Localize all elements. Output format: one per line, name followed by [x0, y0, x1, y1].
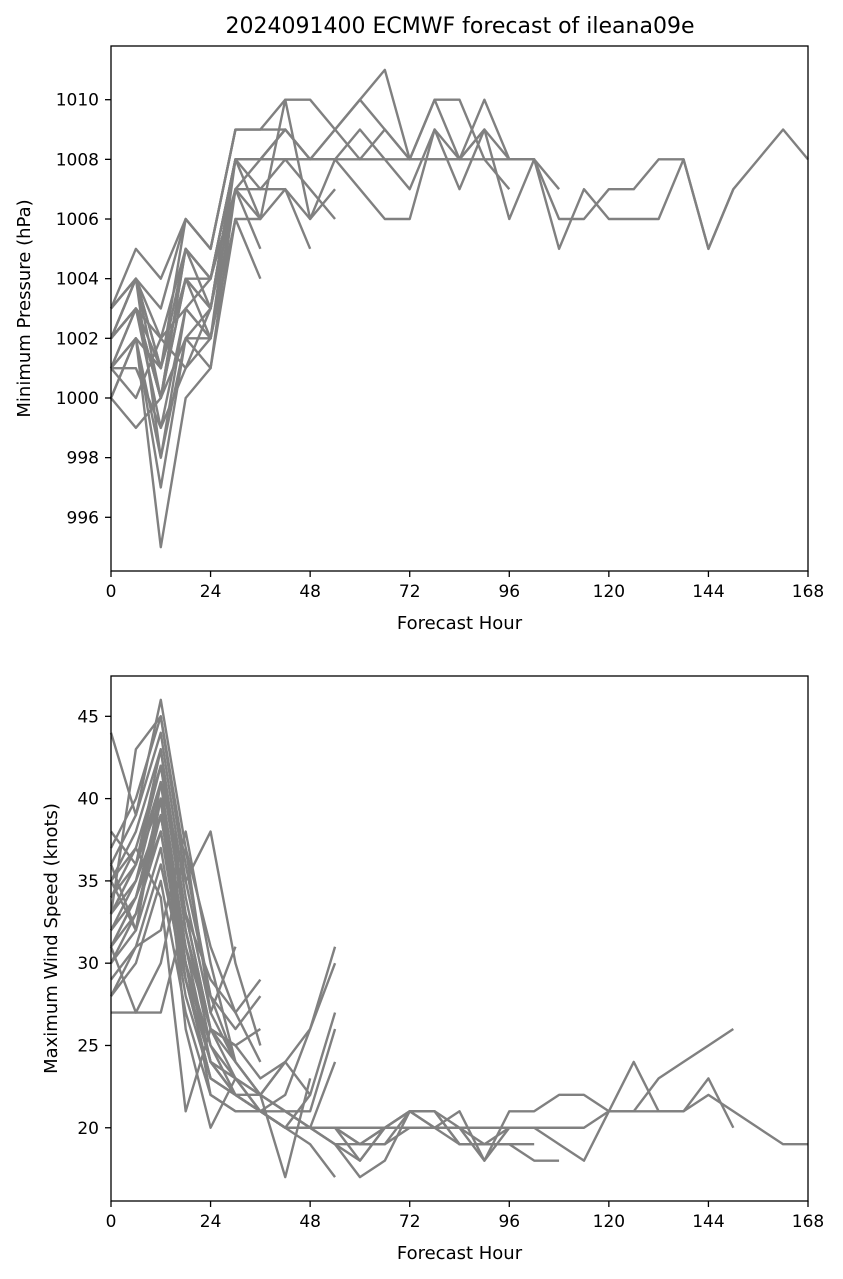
chart-title: 2024091400 ECMWF forecast of ileana09e: [226, 14, 695, 39]
wind-y-axis-label: Maximum Wind Speed (knots): [41, 803, 62, 1074]
wind-series-line-23: [110, 846, 237, 1113]
pressure-y-tick-label: 1008: [56, 150, 99, 170]
pressure-y-tick-label: 1006: [56, 210, 99, 230]
wind-y-tick-label: 20: [77, 1119, 99, 1139]
pressure-plot-frame: [110, 45, 809, 572]
pressure-y-tick-label: 1002: [56, 329, 99, 349]
pressure-x-tick-label: 72: [399, 582, 421, 602]
pressure-series-group: [109, 68, 809, 549]
pressure-x-tick-label: 168: [792, 582, 824, 602]
pressure-y-tick-label: 998: [67, 449, 99, 469]
wind-series-line-3: [109, 764, 734, 1162]
wind-series-line-19: [109, 715, 262, 1031]
pressure-panel: 2024091400 ECMWF forecast of ileana09e 0…: [14, 14, 824, 634]
wind-series-line-26: [109, 830, 237, 1063]
pressure-series-line-20: [109, 218, 237, 399]
wind-series-line-10: [110, 797, 337, 1097]
wind-x-tick-label: 96: [498, 1212, 520, 1232]
pressure-y-tick-label: 996: [67, 508, 99, 528]
pressure-x-tick-label: 144: [692, 582, 724, 602]
pressure-x-tick-label: 0: [106, 582, 117, 602]
pressure-x-tick-label: 96: [498, 582, 520, 602]
wind-y-tick-label: 30: [77, 954, 99, 974]
wind-series-line-17: [109, 715, 287, 1097]
wind-x-axis-label: Forecast Hour: [397, 1243, 523, 1264]
wind-panel: 0 24 48 72 96 120 144 168 20 25 30 35 40 45 Forecast …: [41, 675, 824, 1264]
wind-axis-ticks: 0 24 48 72 96 120 144 168 20 25 30 35 40 45: [77, 707, 824, 1232]
pressure-x-tick-label: 120: [593, 582, 625, 602]
pressure-x-axis-label: Forecast Hour: [397, 613, 523, 634]
wind-x-tick-label: 48: [299, 1212, 321, 1232]
pressure-y-tick-label: 1004: [56, 270, 99, 290]
wind-y-tick-label: 40: [77, 790, 99, 810]
pressure-series-line-19: [110, 159, 237, 400]
wind-series-group: [109, 698, 808, 1179]
wind-x-tick-label: 168: [792, 1212, 824, 1232]
wind-y-tick-label: 45: [77, 707, 99, 727]
wind-x-tick-label: 72: [399, 1212, 421, 1232]
wind-x-tick-label: 120: [593, 1212, 625, 1232]
wind-plot-frame: [110, 675, 809, 1202]
wind-series-line-15: [110, 863, 312, 1179]
wind-series-line-25: [109, 797, 237, 1129]
wind-y-tick-label: 25: [77, 1036, 99, 1056]
wind-y-tick-label: 35: [77, 872, 99, 892]
wind-x-tick-label: 0: [106, 1212, 117, 1232]
pressure-series-line-11: [110, 128, 287, 400]
pressure-x-tick-label: 24: [200, 582, 222, 602]
wind-x-tick-label: 24: [200, 1212, 222, 1232]
pressure-y-tick-label: 1010: [56, 91, 99, 111]
pressure-series-line-15: [110, 129, 237, 370]
pressure-y-tick-label: 1000: [56, 389, 99, 409]
pressure-y-axis-label: Minimum Pressure (hPa): [14, 199, 35, 417]
pressure-axis-ticks: 0 24 48 72 96 120 144 168 996 998 1000 1002 1004 1006…: [56, 91, 824, 602]
wind-x-tick-label: 144: [692, 1212, 724, 1232]
wind-series-line-13: [110, 780, 337, 1129]
pressure-x-tick-label: 48: [299, 582, 321, 602]
